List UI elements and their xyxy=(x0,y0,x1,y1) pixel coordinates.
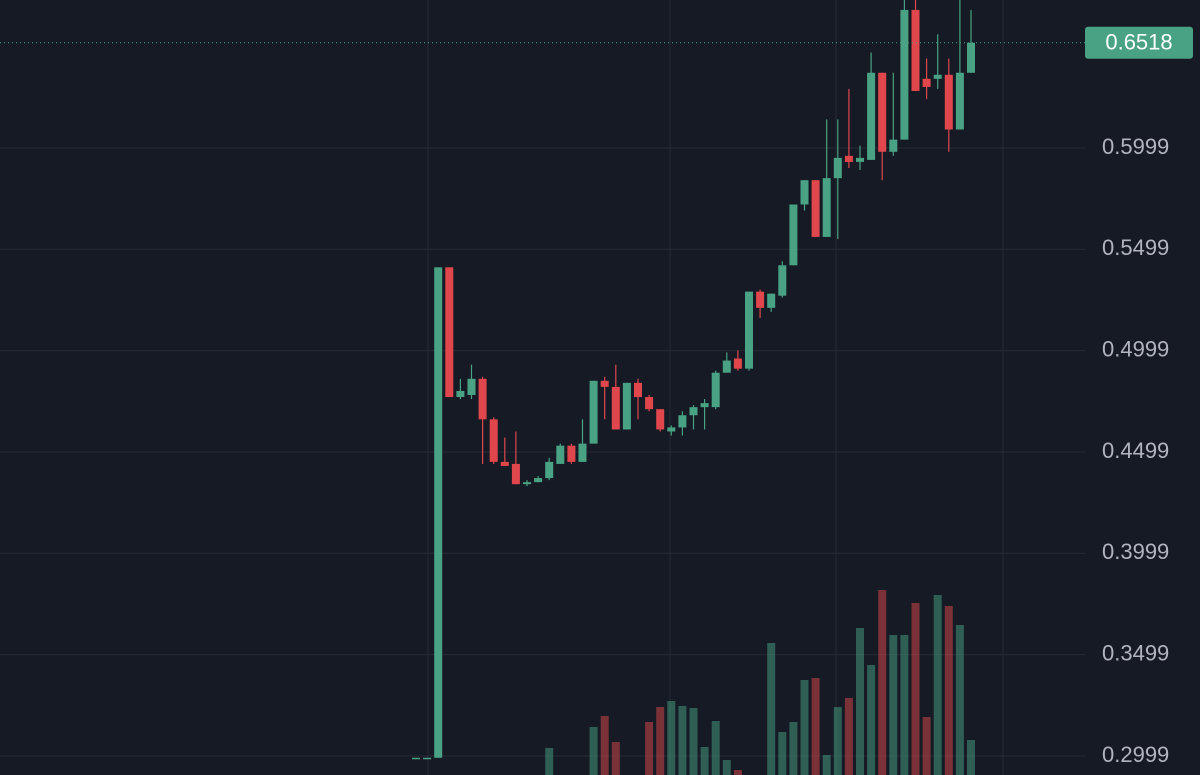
candle-body xyxy=(700,403,709,408)
candle-body xyxy=(689,407,698,416)
candle-body xyxy=(645,397,654,410)
candle-body xyxy=(778,265,787,296)
volume-bar xyxy=(900,635,909,775)
candle-body xyxy=(900,9,909,140)
volume-bar xyxy=(700,747,709,775)
volume-bar xyxy=(933,595,942,775)
candle-body xyxy=(933,74,942,79)
candle-body xyxy=(922,78,931,87)
candle-body xyxy=(800,180,809,205)
volume-bar xyxy=(789,722,798,775)
y-tick-label: 0.3999 xyxy=(1102,539,1169,564)
candle-body xyxy=(556,445,565,464)
volume-bar xyxy=(600,716,609,775)
y-tick-label: 0.5499 xyxy=(1102,235,1169,260)
volume-bar xyxy=(767,643,776,775)
candle-body xyxy=(589,380,598,444)
candle-body xyxy=(611,386,620,430)
volume-bar xyxy=(589,727,598,775)
volume-bar xyxy=(889,635,898,775)
volume-bar xyxy=(844,698,853,775)
candle-body xyxy=(523,482,531,485)
candle-body xyxy=(678,415,687,428)
volume-bar xyxy=(878,590,887,775)
y-tick-label: 0.4499 xyxy=(1102,438,1169,463)
volume-bar xyxy=(645,722,654,775)
volume-bar xyxy=(800,680,809,775)
volume-bar xyxy=(778,732,787,775)
y-tick-label: 0.2999 xyxy=(1102,742,1169,767)
candle-body xyxy=(955,72,964,130)
volume-bar xyxy=(678,706,687,775)
volume-bar xyxy=(545,748,554,775)
candle-body xyxy=(412,757,420,760)
candle-body xyxy=(878,72,887,152)
candle-body xyxy=(478,378,487,420)
candle-body xyxy=(733,358,742,369)
candle-body xyxy=(789,204,798,266)
candle-body xyxy=(667,427,676,432)
candle-body xyxy=(445,267,454,398)
candle-body xyxy=(489,419,498,462)
candle-body xyxy=(500,461,509,466)
volume-bar xyxy=(922,717,931,775)
volume-bar xyxy=(967,740,975,775)
volume-bar xyxy=(811,678,820,775)
volume-bar xyxy=(867,665,876,775)
candle-body xyxy=(833,157,842,179)
candle-body xyxy=(534,478,543,483)
candle-body xyxy=(767,293,776,308)
candle-body xyxy=(722,360,731,373)
volume-bar xyxy=(856,628,864,775)
candle-body xyxy=(811,180,820,237)
volume-bar xyxy=(689,708,698,775)
candle-body xyxy=(756,291,765,308)
candle-body xyxy=(911,9,920,91)
candle-body xyxy=(622,382,631,430)
candle-body xyxy=(889,139,898,152)
volume-bar xyxy=(722,760,731,775)
volume-bar xyxy=(822,755,831,775)
volume-bar xyxy=(667,701,676,775)
y-tick-label: 0.4999 xyxy=(1102,336,1169,361)
candle-body xyxy=(656,409,665,430)
candle-body xyxy=(856,157,864,162)
candle-body xyxy=(423,757,432,760)
candle-body xyxy=(578,443,587,462)
volume-bar xyxy=(955,625,964,775)
candle-body xyxy=(967,42,975,73)
volume-bar xyxy=(656,707,665,775)
last-price-label: 0.6518 xyxy=(1105,30,1172,55)
candle-body xyxy=(844,155,853,162)
candle-body xyxy=(511,463,520,485)
time-grid xyxy=(427,0,1004,775)
candle-body xyxy=(711,372,720,408)
candle-body xyxy=(456,390,465,398)
volume-bar xyxy=(911,603,920,775)
candle-body xyxy=(944,74,953,130)
volume-bar xyxy=(611,742,620,775)
candle-body xyxy=(600,380,609,387)
candle-body xyxy=(867,72,876,160)
y-tick-label: 0.3499 xyxy=(1102,640,1169,665)
candle-body xyxy=(634,382,642,398)
candle-body xyxy=(434,267,443,758)
last-price-box xyxy=(1085,26,1193,59)
candle-body xyxy=(567,445,576,462)
candle-body xyxy=(467,378,476,395)
candle-body xyxy=(545,461,554,479)
volume-bar xyxy=(833,707,842,775)
volume-bar xyxy=(733,770,742,775)
volume-bar xyxy=(711,721,720,775)
candle-body xyxy=(745,291,753,369)
candle-body xyxy=(822,178,831,237)
volume-bar xyxy=(944,606,953,775)
y-tick-label: 0.5999 xyxy=(1102,134,1169,159)
